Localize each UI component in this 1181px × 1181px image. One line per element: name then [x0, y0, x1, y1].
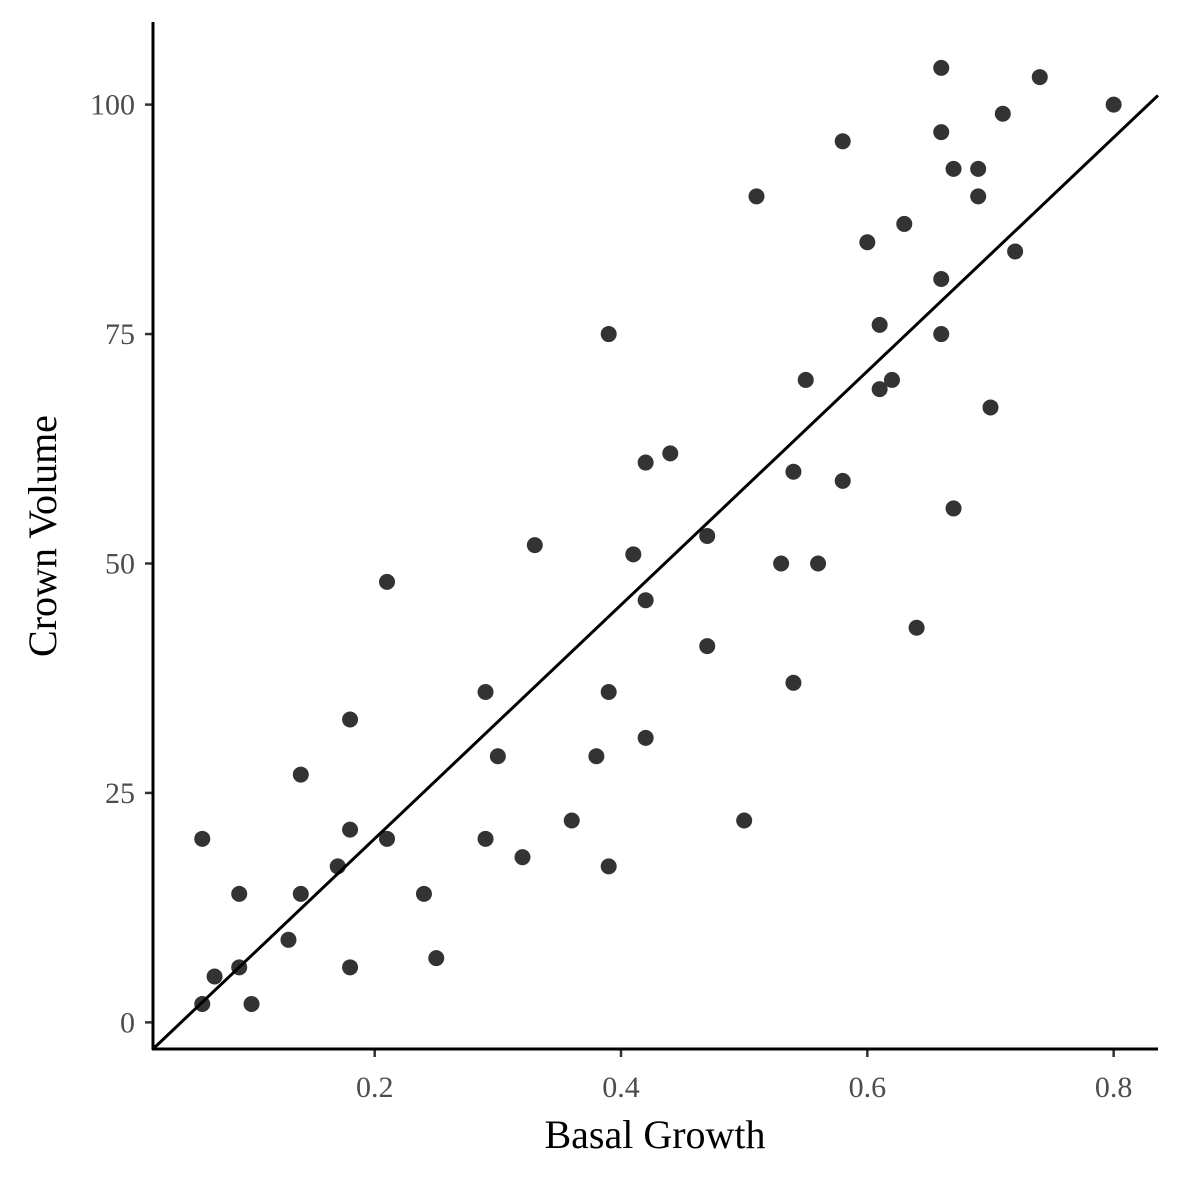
data-point	[477, 830, 494, 847]
data-point	[342, 959, 359, 976]
data-point	[785, 674, 802, 691]
y-axis-title: Crown Volume	[20, 415, 65, 657]
data-point	[637, 454, 654, 471]
data-point	[933, 270, 950, 287]
data-point	[342, 711, 359, 728]
data-point	[379, 573, 396, 590]
x-tick-label: 0.6	[849, 1071, 887, 1104]
data-point	[588, 748, 605, 765]
y-tick-label: 25	[105, 777, 135, 810]
data-point	[748, 188, 765, 205]
data-point	[883, 371, 900, 388]
y-tick-label: 50	[105, 547, 135, 580]
data-point	[231, 885, 248, 902]
data-point	[1031, 69, 1048, 86]
x-axis-title: Basal Growth	[544, 1112, 765, 1157]
data-point	[292, 885, 309, 902]
data-point	[1105, 96, 1122, 113]
data-point	[477, 683, 494, 700]
data-point	[834, 472, 851, 489]
data-point	[526, 537, 543, 554]
trend-line	[151, 94, 1160, 1051]
data-point	[945, 160, 962, 177]
data-point	[834, 133, 851, 150]
x-axis-ticks: 0.2 0.4 0.6 0.8	[356, 1049, 1132, 1104]
data-point	[280, 931, 297, 948]
data-point	[699, 638, 716, 655]
data-point	[1007, 243, 1024, 260]
data-point	[194, 830, 211, 847]
data-point	[489, 748, 506, 765]
data-point	[379, 830, 396, 847]
data-point	[600, 683, 617, 700]
y-axis-ticks: 0 25 50 75 100	[90, 89, 153, 1039]
data-point	[600, 858, 617, 875]
y-tick-label: 0	[120, 1006, 135, 1039]
data-point	[896, 215, 913, 232]
data-point	[982, 399, 999, 416]
data-point	[563, 812, 580, 829]
x-tick-label: 0.8	[1095, 1071, 1133, 1104]
data-point	[797, 371, 814, 388]
data-point	[206, 968, 223, 985]
data-point	[243, 996, 260, 1013]
data-point	[662, 445, 679, 462]
data-point	[625, 546, 642, 563]
x-tick-label: 0.2	[356, 1071, 394, 1104]
data-point	[933, 326, 950, 343]
data-point	[933, 124, 950, 141]
data-point	[342, 821, 359, 838]
data-point	[600, 326, 617, 343]
data-point	[773, 555, 790, 572]
plot-area: 0 25 50 75 100 0.2 0.4 0.6 0.8	[90, 22, 1160, 1104]
y-tick-label: 100	[90, 89, 135, 122]
data-point	[970, 160, 987, 177]
data-point	[933, 59, 950, 76]
data-point	[994, 105, 1011, 122]
data-point	[514, 849, 531, 866]
data-point	[415, 885, 432, 902]
data-point	[871, 381, 888, 398]
data-points	[194, 59, 1122, 1013]
data-point	[637, 729, 654, 746]
data-point	[859, 234, 876, 251]
data-point	[810, 555, 827, 572]
data-point	[699, 527, 716, 544]
y-tick-label: 75	[105, 318, 135, 351]
data-point	[736, 812, 753, 829]
data-point	[908, 619, 925, 636]
data-point	[292, 766, 309, 783]
data-point	[871, 316, 888, 333]
data-point	[945, 500, 962, 517]
data-point	[970, 188, 987, 205]
data-point	[785, 463, 802, 480]
x-tick-label: 0.4	[602, 1071, 640, 1104]
data-point	[637, 592, 654, 609]
data-point	[428, 950, 445, 967]
